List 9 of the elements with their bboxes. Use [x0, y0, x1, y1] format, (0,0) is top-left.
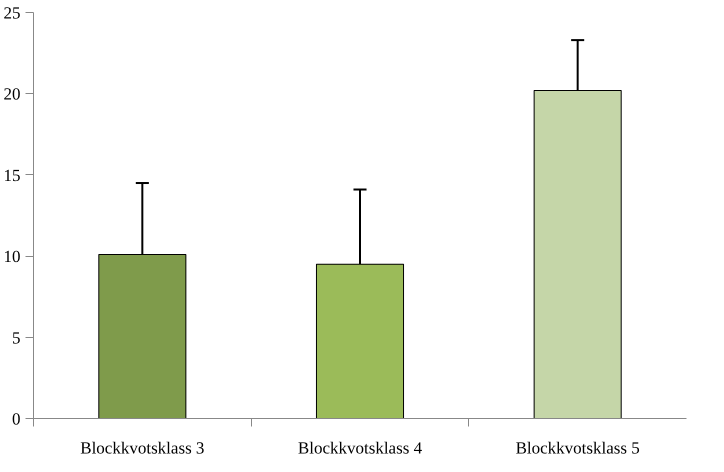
y-tick-label: 15 [4, 166, 20, 185]
x-tick-label: Blockkvotsklass 5 [516, 438, 640, 458]
y-tick-label: 10 [4, 247, 20, 266]
y-tick-label: 0 [12, 410, 20, 428]
y-tick-label: 25 [4, 4, 20, 22]
x-tick-label: Blockkvotsklass 4 [298, 438, 423, 458]
y-tick-label: 20 [4, 84, 20, 104]
y-tick-label: 5 [12, 328, 20, 348]
x-tick-label: Blockkvotsklass 3 [80, 438, 204, 458]
